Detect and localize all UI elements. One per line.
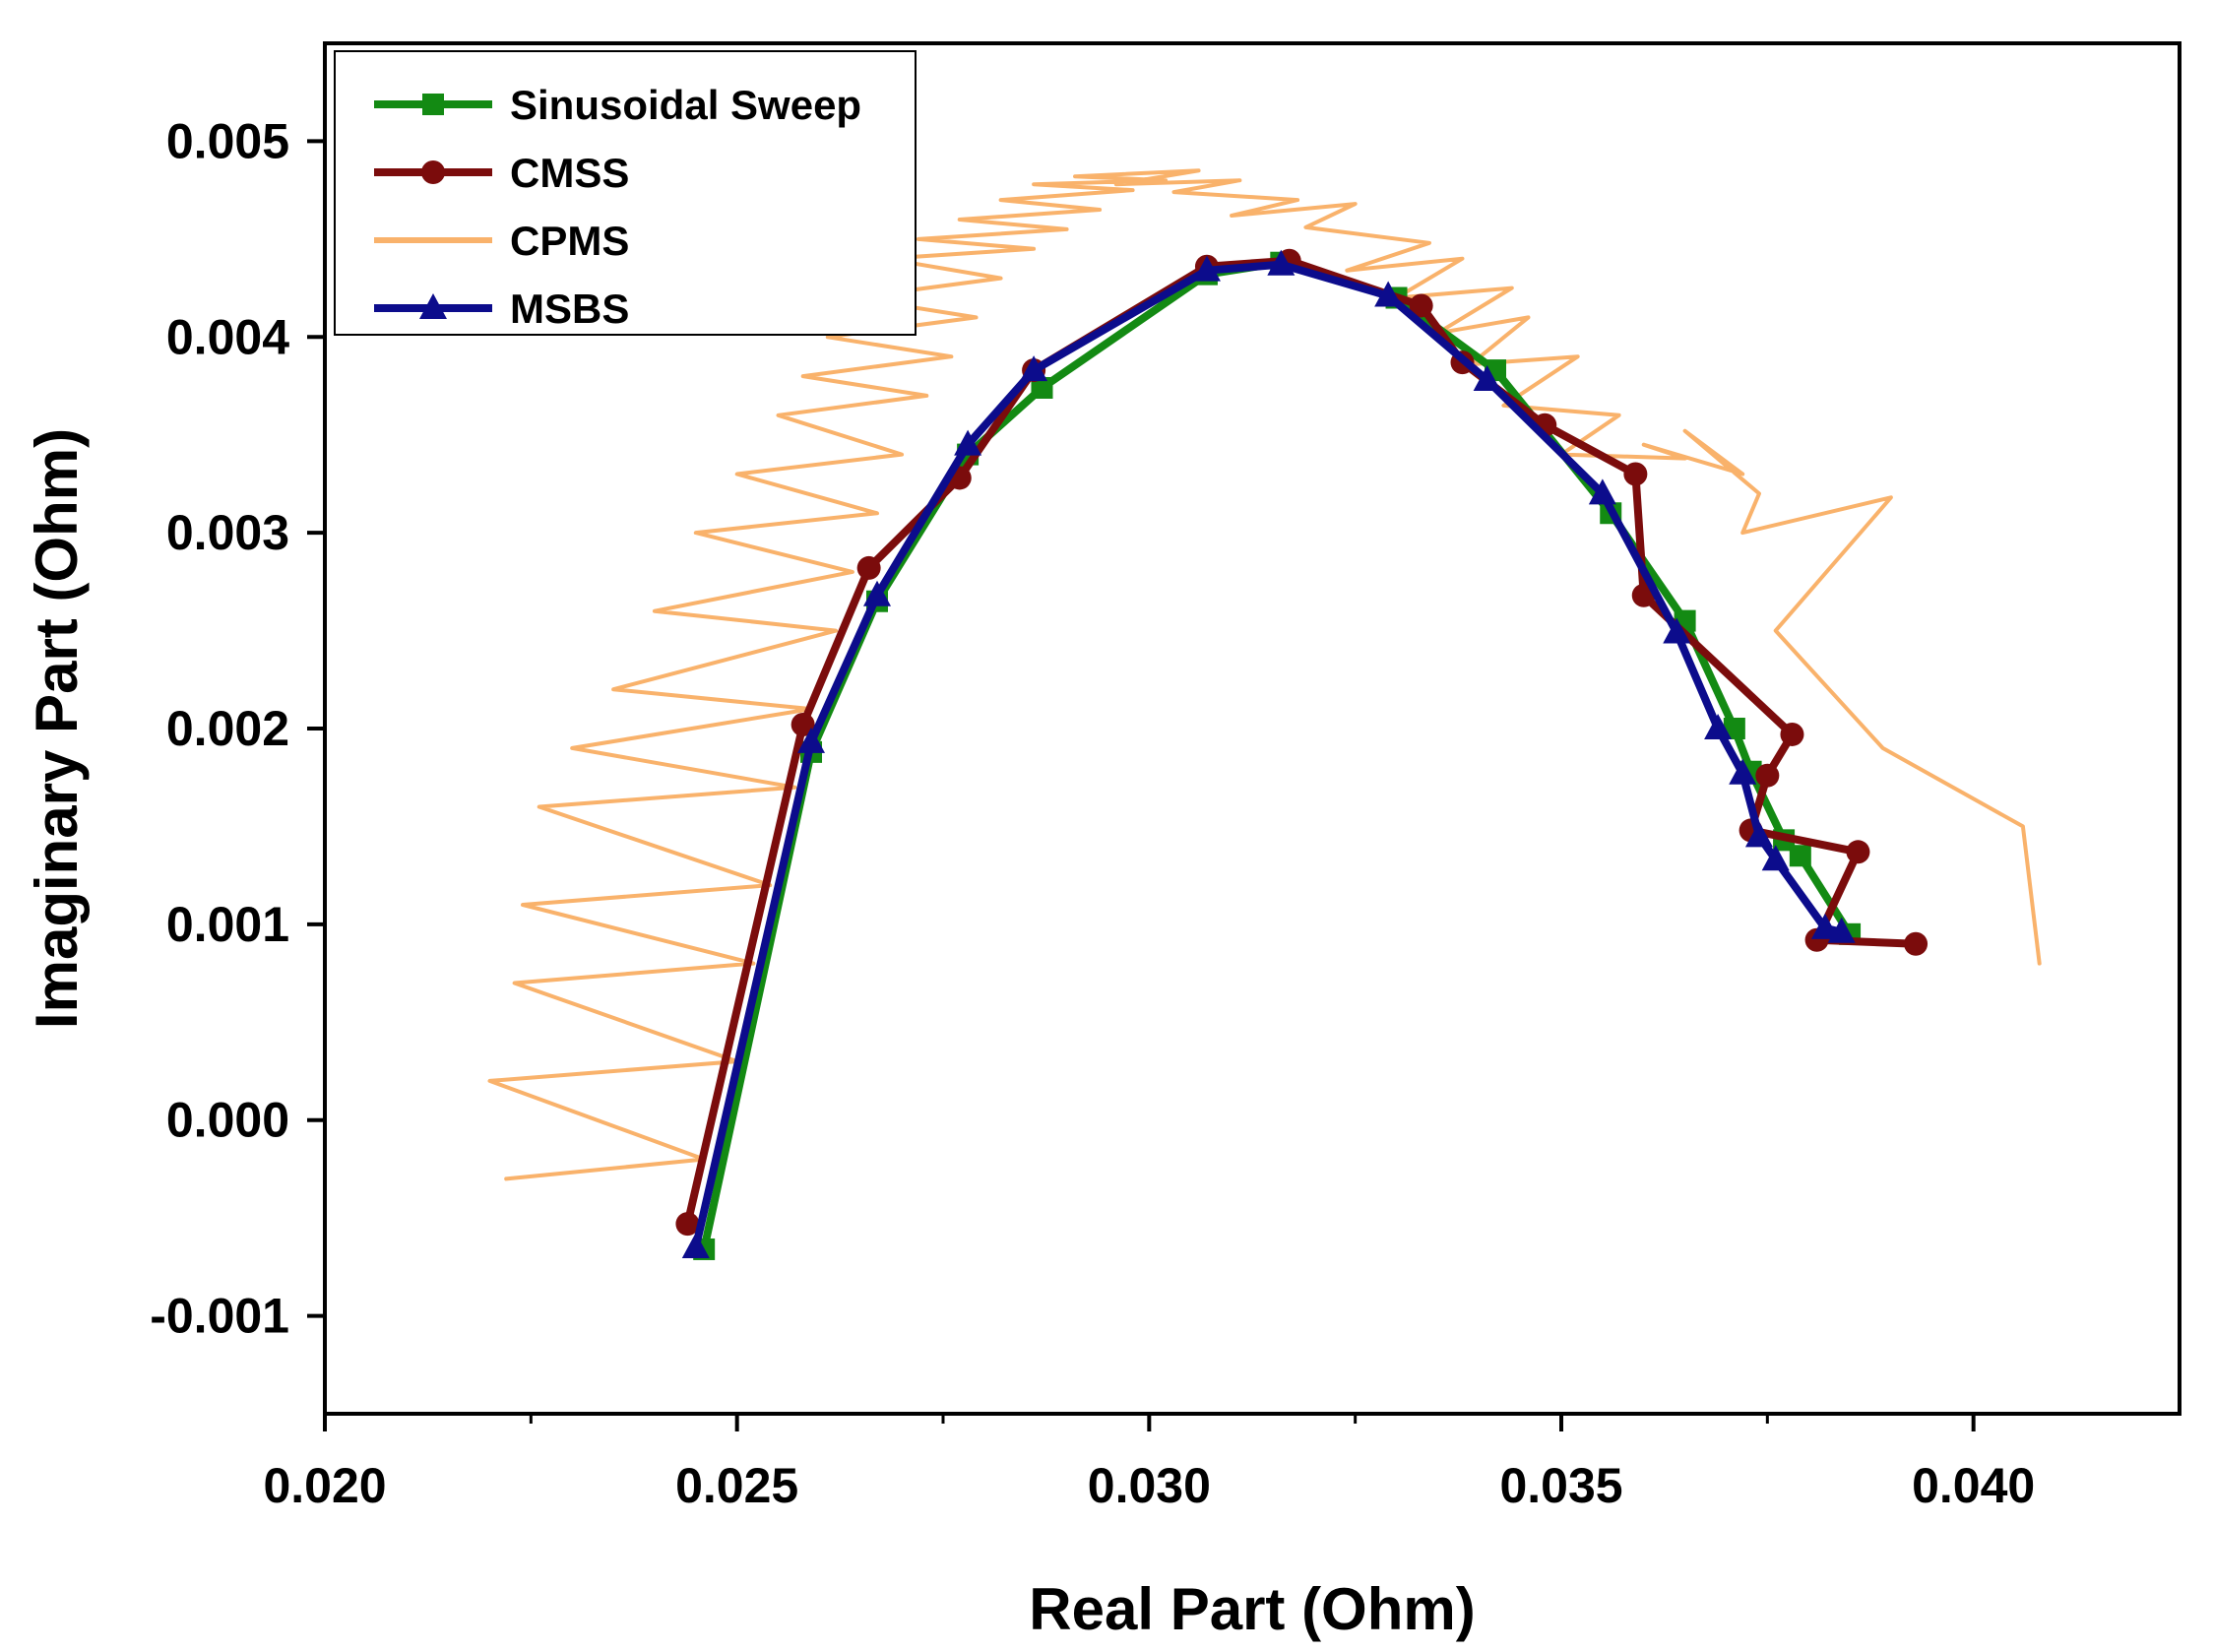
- data-point-cmss: [856, 555, 881, 580]
- x-axis-title: Real Part (Ohm): [1029, 1576, 1475, 1642]
- series-line-msbs: [691, 260, 1846, 1251]
- legend-marker: [421, 160, 445, 184]
- x-axis: 0.020 0.025 0.030 0.035 0.040: [263, 1414, 2035, 1513]
- data-point-msbs: [954, 429, 982, 456]
- y-tick-label: 0.000: [166, 1093, 289, 1148]
- x-tick-label: 0.035: [1499, 1458, 1622, 1513]
- series-line-cmss: [683, 256, 1921, 1229]
- series-cpms: [487, 168, 2042, 1181]
- data-point-sinusoidal-sweep: [1789, 845, 1811, 867]
- data-point-cmss: [1846, 840, 1870, 864]
- series-msbs: [681, 249, 1856, 1258]
- series-line-sinusoidal-sweep: [700, 258, 1855, 1253]
- legend-label: Sinusoidal Sweep: [510, 82, 861, 128]
- legend: Sinusoidal Sweep CMSS CPMS MSBS: [334, 50, 917, 336]
- y-tick-label: 0.004: [166, 309, 289, 364]
- data-point-msbs: [1663, 617, 1691, 644]
- y-axis-title: Imaginary Part (Ohm): [24, 428, 90, 1029]
- data-point-msbs: [1588, 478, 1616, 505]
- y-tick-label: 0.003: [166, 505, 289, 560]
- legend-label: CPMS: [510, 218, 629, 264]
- data-point-msbs: [863, 580, 892, 606]
- data-point-cmss: [1409, 293, 1433, 318]
- data-point-cmss: [1780, 722, 1804, 746]
- data-point-cmss: [1755, 763, 1780, 788]
- data-point-msbs: [1744, 821, 1773, 848]
- legend-entry-cmss: CMSS: [374, 150, 629, 196]
- data-point-msbs: [1810, 913, 1839, 939]
- data-point-msbs: [797, 727, 826, 753]
- legend-marker: [419, 293, 447, 319]
- data-point-msbs: [1267, 249, 1296, 276]
- data-point-sinusoidal-sweep: [1723, 718, 1745, 739]
- x-tick-label: 0.025: [675, 1458, 798, 1513]
- y-tick-label: 0.005: [166, 113, 289, 168]
- y-tick-label: 0.001: [166, 897, 289, 952]
- legend-entry-msbs: MSBS: [374, 286, 629, 332]
- series-layer: [487, 168, 2042, 1260]
- series-line-cpms: [487, 168, 2042, 1181]
- data-point-cmss: [1623, 462, 1648, 486]
- legend-entry-cpms: CPMS: [374, 218, 629, 264]
- legend-label: MSBS: [510, 286, 629, 332]
- data-point-sinusoidal-sweep: [1031, 376, 1053, 399]
- x-tick-label: 0.030: [1088, 1458, 1211, 1513]
- data-point-msbs: [1473, 365, 1501, 392]
- x-tick-label: 0.040: [1912, 1458, 2035, 1513]
- data-point-cmss: [675, 1212, 700, 1237]
- legend-entry-sinusoidal-sweep: Sinusoidal Sweep: [374, 82, 861, 128]
- data-point-msbs: [1729, 758, 1757, 785]
- data-point-msbs: [1761, 845, 1790, 871]
- data-point-msbs: [1704, 714, 1733, 739]
- data-point-msbs: [1020, 355, 1048, 382]
- legend-label: CMSS: [510, 150, 629, 196]
- data-point-msbs: [1827, 917, 1856, 943]
- y-tick-label: -0.001: [150, 1289, 289, 1344]
- x-tick-label: 0.020: [263, 1458, 386, 1513]
- data-point-cmss: [1904, 931, 1928, 956]
- y-axis: -0.001 0.000 0.001 0.002 0.003 0.004 0.005: [150, 113, 325, 1344]
- data-point-msbs: [681, 1232, 710, 1258]
- data-point-msbs: [1374, 281, 1403, 307]
- legend-marker: [422, 94, 444, 115]
- data-point-cmss: [790, 713, 815, 737]
- data-point-msbs: [1192, 255, 1221, 282]
- y-tick-label: 0.002: [166, 701, 289, 756]
